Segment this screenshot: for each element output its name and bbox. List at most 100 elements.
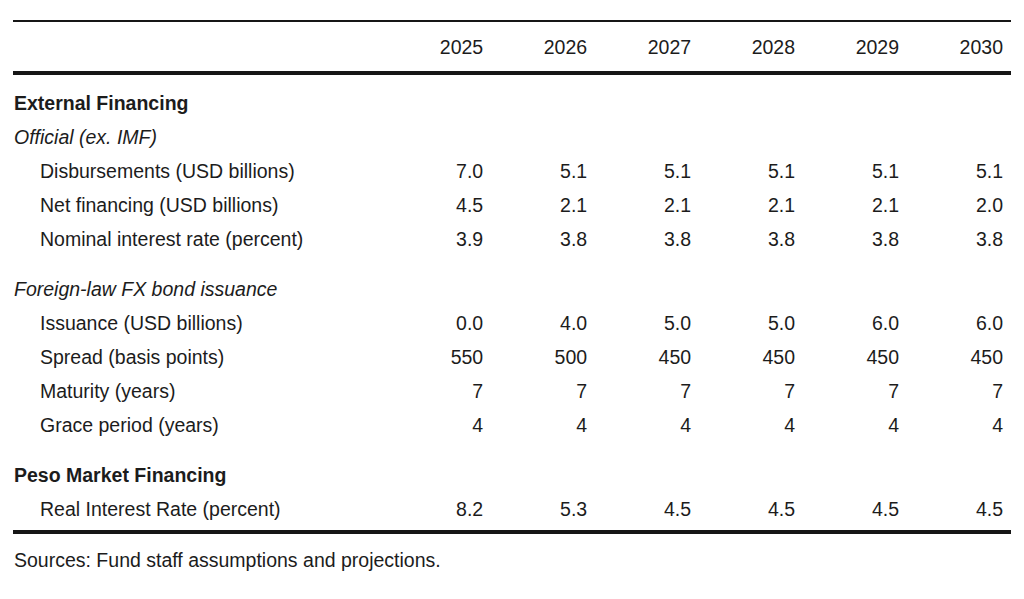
year-column-header: 2025 (387, 21, 491, 73)
cell-value (595, 256, 699, 306)
cell-value: 4 (387, 408, 491, 442)
cell-value (387, 120, 491, 154)
cell-value: 5.1 (803, 154, 907, 188)
cell-value (491, 442, 595, 492)
cell-value: 450 (907, 340, 1011, 374)
row-label: Issuance (USD billions) (13, 306, 387, 340)
cell-value: 7 (699, 374, 803, 408)
cell-value: 2.1 (803, 188, 907, 222)
cell-value: 3.8 (803, 222, 907, 256)
row-label: Official (ex. IMF) (13, 120, 387, 154)
cell-value (491, 120, 595, 154)
cell-value (595, 73, 699, 120)
year-column-header: 2029 (803, 21, 907, 73)
cell-value: 8.2 (387, 492, 491, 532)
table-row: Real Interest Rate (percent)8.25.34.54.5… (13, 492, 1011, 532)
table-row: Net financing (USD billions)4.52.12.12.1… (13, 188, 1011, 222)
row-label: Real Interest Rate (percent) (13, 492, 387, 532)
cell-value (803, 442, 907, 492)
cell-value: 6.0 (907, 306, 1011, 340)
cell-value: 4.0 (491, 306, 595, 340)
cell-value: 450 (595, 340, 699, 374)
cell-value: 7 (491, 374, 595, 408)
table-body: External FinancingOfficial (ex. IMF)Disb… (13, 73, 1011, 532)
cell-value: 5.1 (907, 154, 1011, 188)
cell-value: 0.0 (387, 306, 491, 340)
cell-value (387, 73, 491, 120)
cell-value (907, 442, 1011, 492)
cell-value: 5.0 (699, 306, 803, 340)
row-label: Peso Market Financing (13, 442, 387, 492)
year-header-row: 2025 2026 2027 2028 2029 2030 (13, 21, 1011, 73)
cell-value: 4 (699, 408, 803, 442)
cell-value: 7 (907, 374, 1011, 408)
year-column-header: 2026 (491, 21, 595, 73)
cell-value: 4 (595, 408, 699, 442)
table-row: Peso Market Financing (13, 442, 1011, 492)
cell-value: 4.5 (595, 492, 699, 532)
cell-value: 550 (387, 340, 491, 374)
table-row: Nominal interest rate (percent)3.93.83.8… (13, 222, 1011, 256)
cell-value (491, 73, 595, 120)
financing-assumptions-table: 2025 2026 2027 2028 2029 2030 External F… (13, 20, 1011, 534)
row-label: Spread (basis points) (13, 340, 387, 374)
cell-value: 2.1 (595, 188, 699, 222)
cell-value: 5.1 (595, 154, 699, 188)
table-row: Foreign-law FX bond issuance (13, 256, 1011, 306)
cell-value: 500 (491, 340, 595, 374)
cell-value: 5.3 (491, 492, 595, 532)
cell-value (387, 256, 491, 306)
row-label: Disbursements (USD billions) (13, 154, 387, 188)
table-row: Disbursements (USD billions)7.05.15.15.1… (13, 154, 1011, 188)
cell-value (803, 120, 907, 154)
cell-value: 5.1 (491, 154, 595, 188)
cell-value: 3.8 (699, 222, 803, 256)
cell-value: 4.5 (699, 492, 803, 532)
row-label: Foreign-law FX bond issuance (13, 256, 387, 306)
cell-value: 3.9 (387, 222, 491, 256)
cell-value: 3.8 (907, 222, 1011, 256)
cell-value: 4 (491, 408, 595, 442)
cell-value: 2.1 (699, 188, 803, 222)
cell-value: 7 (595, 374, 699, 408)
table-row: Maturity (years)777777 (13, 374, 1011, 408)
financing-assumptions-page: 2025 2026 2027 2028 2029 2030 External F… (0, 0, 1024, 572)
cell-value: 4.5 (387, 188, 491, 222)
table-row: Spread (basis points)550500450450450450 (13, 340, 1011, 374)
cell-value: 5.1 (699, 154, 803, 188)
cell-value (699, 73, 803, 120)
cell-value: 7 (803, 374, 907, 408)
cell-value (803, 256, 907, 306)
cell-value (699, 120, 803, 154)
cell-value: 5.0 (595, 306, 699, 340)
cell-value (907, 256, 1011, 306)
cell-value: 2.1 (491, 188, 595, 222)
label-column-header (13, 21, 387, 73)
cell-value (491, 256, 595, 306)
cell-value (907, 120, 1011, 154)
row-label: Grace period (years) (13, 408, 387, 442)
cell-value: 450 (699, 340, 803, 374)
cell-value: 6.0 (803, 306, 907, 340)
cell-value: 2.0 (907, 188, 1011, 222)
cell-value (803, 73, 907, 120)
row-label: Net financing (USD billions) (13, 188, 387, 222)
year-column-header: 2030 (907, 21, 1011, 73)
year-column-header: 2027 (595, 21, 699, 73)
cell-value: 4 (803, 408, 907, 442)
row-label: Nominal interest rate (percent) (13, 222, 387, 256)
cell-value: 3.8 (595, 222, 699, 256)
cell-value: 7 (387, 374, 491, 408)
cell-value: 450 (803, 340, 907, 374)
row-label: External Financing (13, 73, 387, 120)
sources-note: Sources: Fund staff assumptions and proj… (14, 548, 1011, 572)
cell-value (595, 120, 699, 154)
cell-value (595, 442, 699, 492)
cell-value: 4.5 (907, 492, 1011, 532)
cell-value (699, 442, 803, 492)
table-row: External Financing (13, 73, 1011, 120)
table-row: Official (ex. IMF) (13, 120, 1011, 154)
cell-value: 4 (907, 408, 1011, 442)
cell-value (387, 442, 491, 492)
table-row: Grace period (years)444444 (13, 408, 1011, 442)
